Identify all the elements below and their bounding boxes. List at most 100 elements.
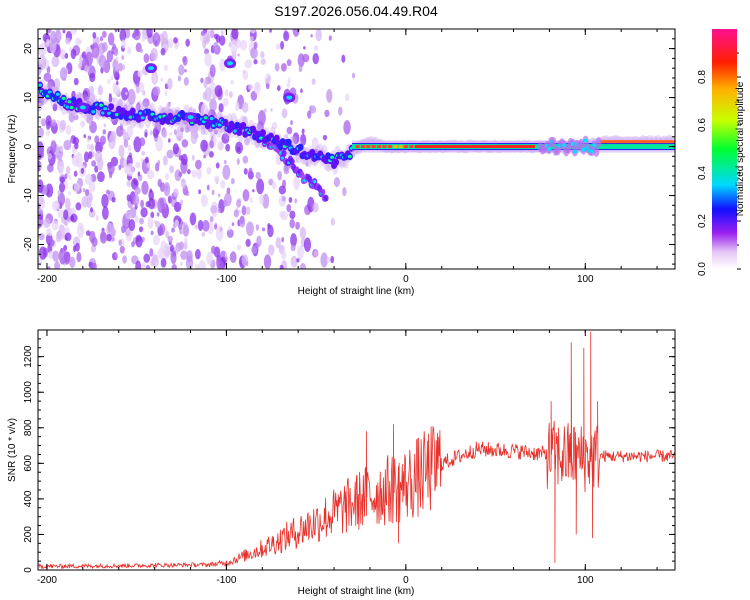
- snr-y-ticks: 0 200 400 600 800 1000 1200: [23, 329, 675, 573]
- noise-blob: [328, 35, 332, 41]
- noise-blob: [256, 178, 265, 195]
- noise-blob: [51, 55, 60, 68]
- noise-blob: [75, 37, 81, 46]
- noise-blob: [140, 48, 143, 53]
- noise-blob: [134, 215, 139, 223]
- noise-blob: [166, 149, 174, 159]
- noise-blob: [245, 260, 249, 267]
- noise-blob: [137, 171, 141, 177]
- noise-blob: [121, 225, 126, 234]
- noise-blob: [38, 258, 43, 268]
- noise-blob: [193, 108, 196, 113]
- noise-blob: [190, 131, 198, 145]
- noise-blob: [106, 222, 115, 237]
- trace-core: [330, 155, 335, 159]
- noise-blob: [182, 55, 188, 66]
- noise-blob: [51, 220, 59, 231]
- noise-blob: [203, 80, 208, 89]
- noise-blob: [113, 47, 119, 57]
- noise-blob: [209, 98, 217, 112]
- noise-blob: [286, 82, 291, 88]
- noise-blob: [280, 63, 287, 72]
- noise-blob: [148, 197, 156, 210]
- noise-blob: [171, 263, 177, 269]
- noise-blob: [64, 221, 67, 226]
- noise-blob: [212, 41, 219, 52]
- noise-blob: [169, 132, 172, 136]
- noise-blob: [235, 38, 241, 49]
- noise-blob: [68, 191, 71, 196]
- noise-blob: [215, 34, 221, 43]
- noise-blob: [152, 72, 159, 85]
- noise-blob: [90, 262, 97, 269]
- noise-blob: [275, 43, 281, 50]
- noise-blob: [81, 121, 84, 125]
- carrier-segment: [366, 145, 371, 149]
- noise-blob: [111, 236, 115, 242]
- noise-blob: [68, 174, 72, 180]
- noise-blob: [119, 245, 125, 254]
- trace-core: [69, 105, 74, 110]
- noise-blob: [236, 198, 242, 208]
- noise-blob: [209, 139, 214, 149]
- noise-blob: [204, 52, 212, 67]
- noise-blob: [83, 134, 87, 139]
- noise-blob: [66, 166, 71, 175]
- noise-blob: [203, 154, 207, 159]
- noise-blob: [180, 250, 188, 260]
- noise-blob: [191, 154, 195, 161]
- trace-core: [55, 92, 60, 96]
- trace-core: [259, 136, 264, 140]
- noise-blob: [90, 207, 94, 213]
- noise-blob: [57, 192, 66, 207]
- noise-blob: [250, 29, 256, 34]
- noise-blob: [38, 196, 44, 205]
- noise-blob: [215, 225, 224, 242]
- noise-blob: [122, 64, 126, 71]
- noise-blob: [197, 219, 204, 232]
- noise-blob: [172, 143, 179, 155]
- noise-blob: [127, 144, 132, 152]
- noise-blob: [99, 231, 108, 244]
- noise-blob: [260, 58, 266, 65]
- noise-blob: [99, 35, 104, 42]
- noise-blob: [49, 30, 57, 44]
- noise-blob: [333, 177, 340, 188]
- noise-blob: [134, 186, 141, 195]
- noise-blob: [94, 150, 103, 163]
- noise-blob: [108, 95, 113, 103]
- noise-blob: [98, 54, 107, 69]
- noise-blob: [275, 237, 281, 249]
- trace-blob: [250, 125, 257, 133]
- noise-blob: [160, 77, 164, 82]
- noise-blob: [215, 162, 220, 169]
- branch-blob: [299, 171, 305, 179]
- noise-blob: [305, 162, 309, 167]
- noise-blob: [167, 235, 173, 243]
- noise-blob: [194, 224, 198, 230]
- carrier-core: [414, 145, 536, 149]
- noise-blob: [57, 190, 61, 196]
- noise-blob: [179, 199, 184, 206]
- trace-blob: [285, 138, 292, 146]
- colorbar: 0.0 0.2 0.4 0.6 0.8 Normalized spectral ampl…: [697, 29, 746, 276]
- spectrogram-y-label: Frequency (Hz): [7, 115, 18, 184]
- noise-blob: [330, 255, 335, 264]
- noise-blob: [214, 129, 218, 135]
- noise-blob: [51, 119, 57, 127]
- branch-blob: [323, 194, 329, 202]
- noise-blob: [50, 140, 57, 154]
- noise-blob: [125, 227, 133, 242]
- noise-blob: [326, 256, 331, 264]
- noise-blob: [211, 136, 214, 141]
- noise-blob: [70, 207, 76, 215]
- noise-blob: [299, 226, 307, 240]
- noise-blob: [122, 128, 126, 135]
- noise-blob: [270, 108, 273, 112]
- noise-blob: [299, 263, 307, 269]
- noise-blob: [269, 29, 272, 33]
- noise-blob: [100, 66, 104, 74]
- noise-blob: [118, 98, 123, 108]
- noise-blob: [271, 121, 278, 130]
- spectrogram-x-ticks: -200 -100 0 100: [37, 29, 658, 285]
